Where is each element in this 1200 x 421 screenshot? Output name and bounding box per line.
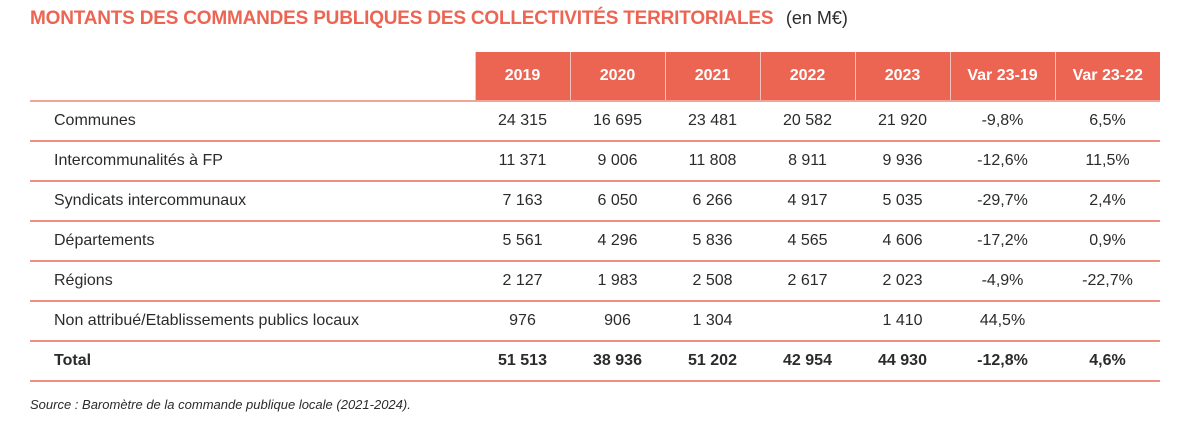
value-2021: 5 836 [665,221,760,262]
header-cell-2023: 2023 [854,52,950,101]
row-label: Intercommunalités à FP [30,141,475,182]
value-2021: 1 304 [665,301,760,342]
table-title-main: MONTANTS DES COMMANDES PUBLIQUES DES COL… [30,8,774,29]
header-cell-2019: 2019 [474,52,570,101]
header-cell-blank [30,52,475,101]
table-header-row: 2019 2020 2021 2022 2023 Var 23-19 Var 2… [30,52,1160,101]
table-title: MONTANTS DES COMMANDES PUBLIQUES DES COL… [30,8,848,30]
value-2022: 4 917 [760,181,855,222]
value-2019: 5 561 [475,221,570,262]
commandes-publiques-table: 2019 2020 2021 2022 2023 Var 23-19 Var 2… [30,52,1160,382]
value-2020: 6 050 [570,181,665,222]
value-var-23-19: -17,2% [950,221,1055,262]
value-2021: 11 808 [665,141,760,182]
row-label: Départements [30,221,475,262]
value-2023: 9 936 [855,141,950,182]
value-var-23-19: 44,5% [950,301,1055,342]
value-var-23-19: -9,8% [950,101,1055,142]
table-row-total: Total 51 513 38 936 51 202 42 954 44 930 -12,8… [30,341,1160,382]
row-label: Syndicats intercommunaux [30,181,475,222]
value-2020: 9 006 [570,141,665,182]
value-2020: 4 296 [570,221,665,262]
value-2020: 38 936 [570,341,665,382]
table-row: Intercommunalités à FP 11 371 9 006 11 808 8… [30,141,1160,182]
value-2023: 21 920 [855,101,950,142]
table-row: Syndicats intercommunaux 7 163 6 050 6 266 4… [30,181,1160,222]
value-2019: 976 [475,301,570,342]
value-2022: 4 565 [760,221,855,262]
value-var-23-19: -12,8% [950,341,1055,382]
table-row: Départements 5 561 4 296 5 836 4 565 4 606 -17… [30,221,1160,262]
value-2021: 23 481 [665,101,760,142]
value-var-23-22 [1055,301,1160,342]
header-cell-var-23-22: Var 23-22 [1054,52,1160,101]
value-var-23-19: -29,7% [950,181,1055,222]
value-2022: 2 617 [760,261,855,302]
value-2020: 16 695 [570,101,665,142]
value-var-23-22: 4,6% [1055,341,1160,382]
value-2020: 906 [570,301,665,342]
value-2023: 1 410 [855,301,950,342]
table-row: Régions 2 127 1 983 2 508 2 617 2 023 -4,9% -22… [30,261,1160,302]
value-2023: 2 023 [855,261,950,302]
value-2021: 6 266 [665,181,760,222]
header-cell-2020: 2020 [569,52,665,101]
source-note: Source : Baromètre de la commande publiq… [30,397,411,412]
table-title-unit: (en M€) [785,8,848,28]
value-2021: 2 508 [665,261,760,302]
value-var-23-22: 11,5% [1055,141,1160,182]
value-var-23-22: 0,9% [1055,221,1160,262]
value-2023: 5 035 [855,181,950,222]
value-2023: 44 930 [855,341,950,382]
value-var-23-22: 6,5% [1055,101,1160,142]
header-cell-var-23-19: Var 23-19 [949,52,1055,101]
value-2021: 51 202 [665,341,760,382]
value-var-23-22: 2,4% [1055,181,1160,222]
value-var-23-19: -12,6% [950,141,1055,182]
value-2022: 42 954 [760,341,855,382]
value-2019: 7 163 [475,181,570,222]
value-var-23-22: -22,7% [1055,261,1160,302]
value-2020: 1 983 [570,261,665,302]
value-2019: 24 315 [475,101,570,142]
row-label: Total [30,341,475,382]
value-2022: 20 582 [760,101,855,142]
table-row: Non attribué/Etablissements publics loca… [30,301,1160,342]
row-label: Non attribué/Etablissements publics loca… [30,301,475,342]
value-var-23-19: -4,9% [950,261,1055,302]
row-label: Régions [30,261,475,302]
value-2023: 4 606 [855,221,950,262]
value-2019: 2 127 [475,261,570,302]
value-2022 [760,301,855,342]
value-2019: 51 513 [475,341,570,382]
header-cell-2022: 2022 [759,52,855,101]
row-label: Communes [30,101,475,142]
value-2019: 11 371 [475,141,570,182]
value-2022: 8 911 [760,141,855,182]
header-cell-2021: 2021 [664,52,760,101]
table-row: Communes 24 315 16 695 23 481 20 582 21 920 -9… [30,101,1160,142]
